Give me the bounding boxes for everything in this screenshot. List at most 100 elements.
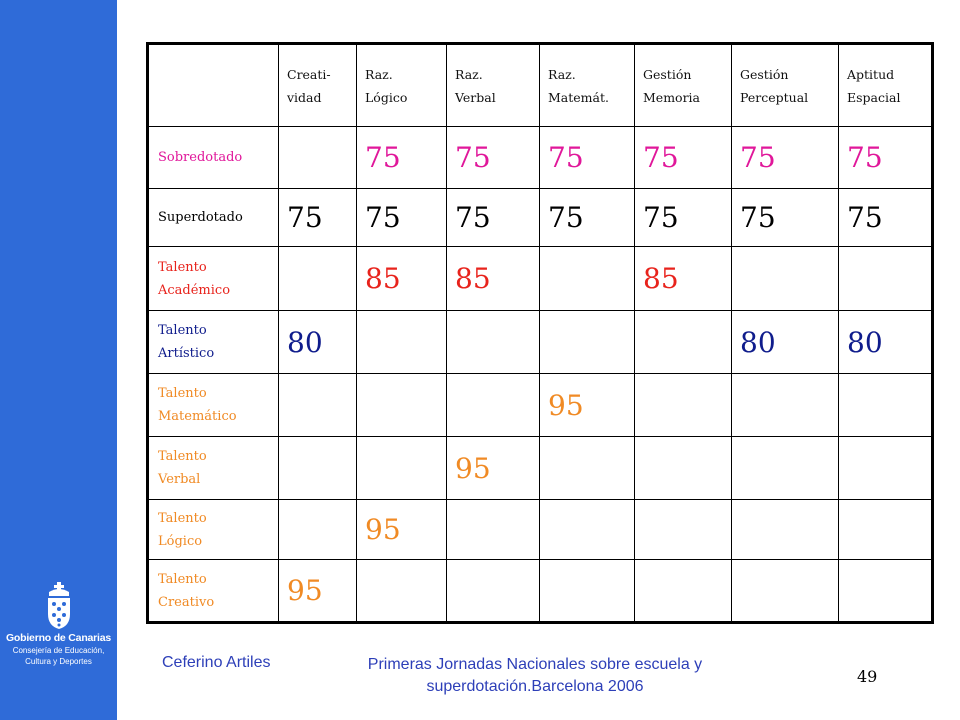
logo-subtitle-2: Cultura y Deportes xyxy=(25,657,92,666)
table-row: Superdotado 75 75 75 75 75 75 75 xyxy=(147,188,933,247)
score-cell xyxy=(634,373,732,437)
score-cell: 85 xyxy=(356,246,447,311)
table-row: Talento Lógico 95 xyxy=(147,499,933,560)
score-cell xyxy=(539,310,635,374)
score-cell: 75 xyxy=(446,126,540,189)
row-label: Superdotado xyxy=(147,188,279,247)
table-row: Talento Matemático 95 xyxy=(147,373,933,437)
row-label-line: Superdotado xyxy=(158,210,243,225)
score-cell xyxy=(539,246,635,311)
score-cell xyxy=(278,499,357,560)
score-cell: 85 xyxy=(634,246,732,311)
column-header: Raz. Verbal xyxy=(446,43,540,127)
row-label-line: Talento xyxy=(158,571,207,587)
column-header: Gestión Memoria xyxy=(634,43,732,127)
score-cell xyxy=(446,559,540,623)
score-cell xyxy=(539,499,635,560)
corner-cell xyxy=(147,43,279,127)
column-header-line: Espacial xyxy=(847,89,901,105)
score-cell: 95 xyxy=(356,499,447,560)
score-cell xyxy=(539,436,635,500)
column-header: Raz. Lógico xyxy=(356,43,447,127)
column-header-line: Memoria xyxy=(643,89,701,105)
score-cell xyxy=(278,373,357,437)
column-header: Aptitud Espacial xyxy=(838,43,933,127)
score-cell: 75 xyxy=(634,126,732,189)
score-cell: 75 xyxy=(731,188,839,247)
score-cell xyxy=(356,310,447,374)
table-row: Talento Artístico 80 80 80 xyxy=(147,310,933,374)
column-header-line: Gestión xyxy=(643,66,692,82)
event-title-line1: Primeras Jornadas Nacionales sobre escue… xyxy=(367,656,703,673)
score-cell xyxy=(838,499,933,560)
score-cell: 95 xyxy=(278,559,357,623)
score-cell: 75 xyxy=(356,188,447,247)
row-label-line: Académico xyxy=(158,282,231,298)
aptitude-table: Creati-vidad Raz. Lógico Raz. Verbal Raz. Mate… xyxy=(146,42,934,624)
score-cell xyxy=(838,246,933,311)
row-label: Talento Lógico xyxy=(147,499,279,560)
score-cell: 75 xyxy=(446,188,540,247)
score-cell xyxy=(634,436,732,500)
row-label: Talento Creativo xyxy=(147,559,279,623)
sidebar-band: Gobierno de Canarias Consejería de Educa… xyxy=(0,0,117,720)
row-label-line: Lógico xyxy=(158,533,203,549)
score-cell xyxy=(838,559,933,623)
column-header: Creati-vidad xyxy=(278,43,357,127)
column-header-line: Raz. xyxy=(548,66,576,82)
logo-subtitle-1: Consejería de Educación, xyxy=(12,646,105,655)
table-row: Talento Verbal 95 xyxy=(147,436,933,500)
score-cell: 75 xyxy=(278,188,357,247)
score-cell: 80 xyxy=(278,310,357,374)
score-cell xyxy=(634,559,732,623)
row-label: Talento Matemático xyxy=(147,373,279,437)
column-header-line: Raz. xyxy=(365,66,393,82)
score-cell xyxy=(278,436,357,500)
score-cell xyxy=(278,246,357,311)
score-cell xyxy=(731,373,839,437)
score-cell xyxy=(634,310,732,374)
row-label-line: Talento xyxy=(158,449,207,464)
score-cell xyxy=(838,436,933,500)
column-header: Raz. Matemát. xyxy=(539,43,635,127)
column-header-line: vidad xyxy=(287,89,322,105)
gobierno-canarias-logo: Gobierno de Canarias Consejería de Educa… xyxy=(0,582,117,692)
row-label-line: Creativo xyxy=(158,594,215,610)
score-cell: 75 xyxy=(539,188,635,247)
row-label-line: Artístico xyxy=(158,346,215,361)
row-label: Talento Académico xyxy=(147,246,279,311)
author-name: Ceferino Artiles xyxy=(162,654,271,671)
table-row: Sobredotado 75 75 75 75 75 75 xyxy=(147,126,933,189)
column-header-line: Creati- xyxy=(287,66,331,82)
score-cell xyxy=(278,126,357,189)
column-header-line: Aptitud xyxy=(847,66,895,82)
row-label-line: Talento xyxy=(158,386,207,401)
row-label: Talento Artístico xyxy=(147,310,279,374)
column-header-line: Gestión xyxy=(740,66,789,82)
score-cell xyxy=(731,559,839,623)
column-header-line: Perceptual xyxy=(740,89,809,105)
row-label-line: Sobredotado xyxy=(158,150,243,165)
score-cell xyxy=(446,373,540,437)
event-title-line2: superdotación.Barcelona 2006 xyxy=(426,678,644,695)
score-cell xyxy=(634,499,732,560)
score-cell xyxy=(731,246,839,311)
score-cell xyxy=(539,559,635,623)
column-header-line: Raz. xyxy=(455,66,483,82)
score-cell xyxy=(838,373,933,437)
score-cell xyxy=(446,499,540,560)
score-cell xyxy=(356,436,447,500)
table-row: Talento Académico 85 85 85 xyxy=(147,246,933,311)
logo-title: Gobierno de Canarias xyxy=(5,632,112,644)
score-cell: 75 xyxy=(838,188,933,247)
score-cell: 75 xyxy=(634,188,732,247)
score-cell: 95 xyxy=(539,373,635,437)
row-label-line: Talento xyxy=(158,510,207,526)
column-header-line: Lógico xyxy=(365,89,408,105)
row-label: Talento Verbal xyxy=(147,436,279,500)
score-cell: 85 xyxy=(446,246,540,311)
score-cell: 75 xyxy=(731,126,839,189)
table-row: Talento Creativo 95 xyxy=(147,559,933,623)
score-cell xyxy=(731,499,839,560)
score-cell xyxy=(356,559,447,623)
